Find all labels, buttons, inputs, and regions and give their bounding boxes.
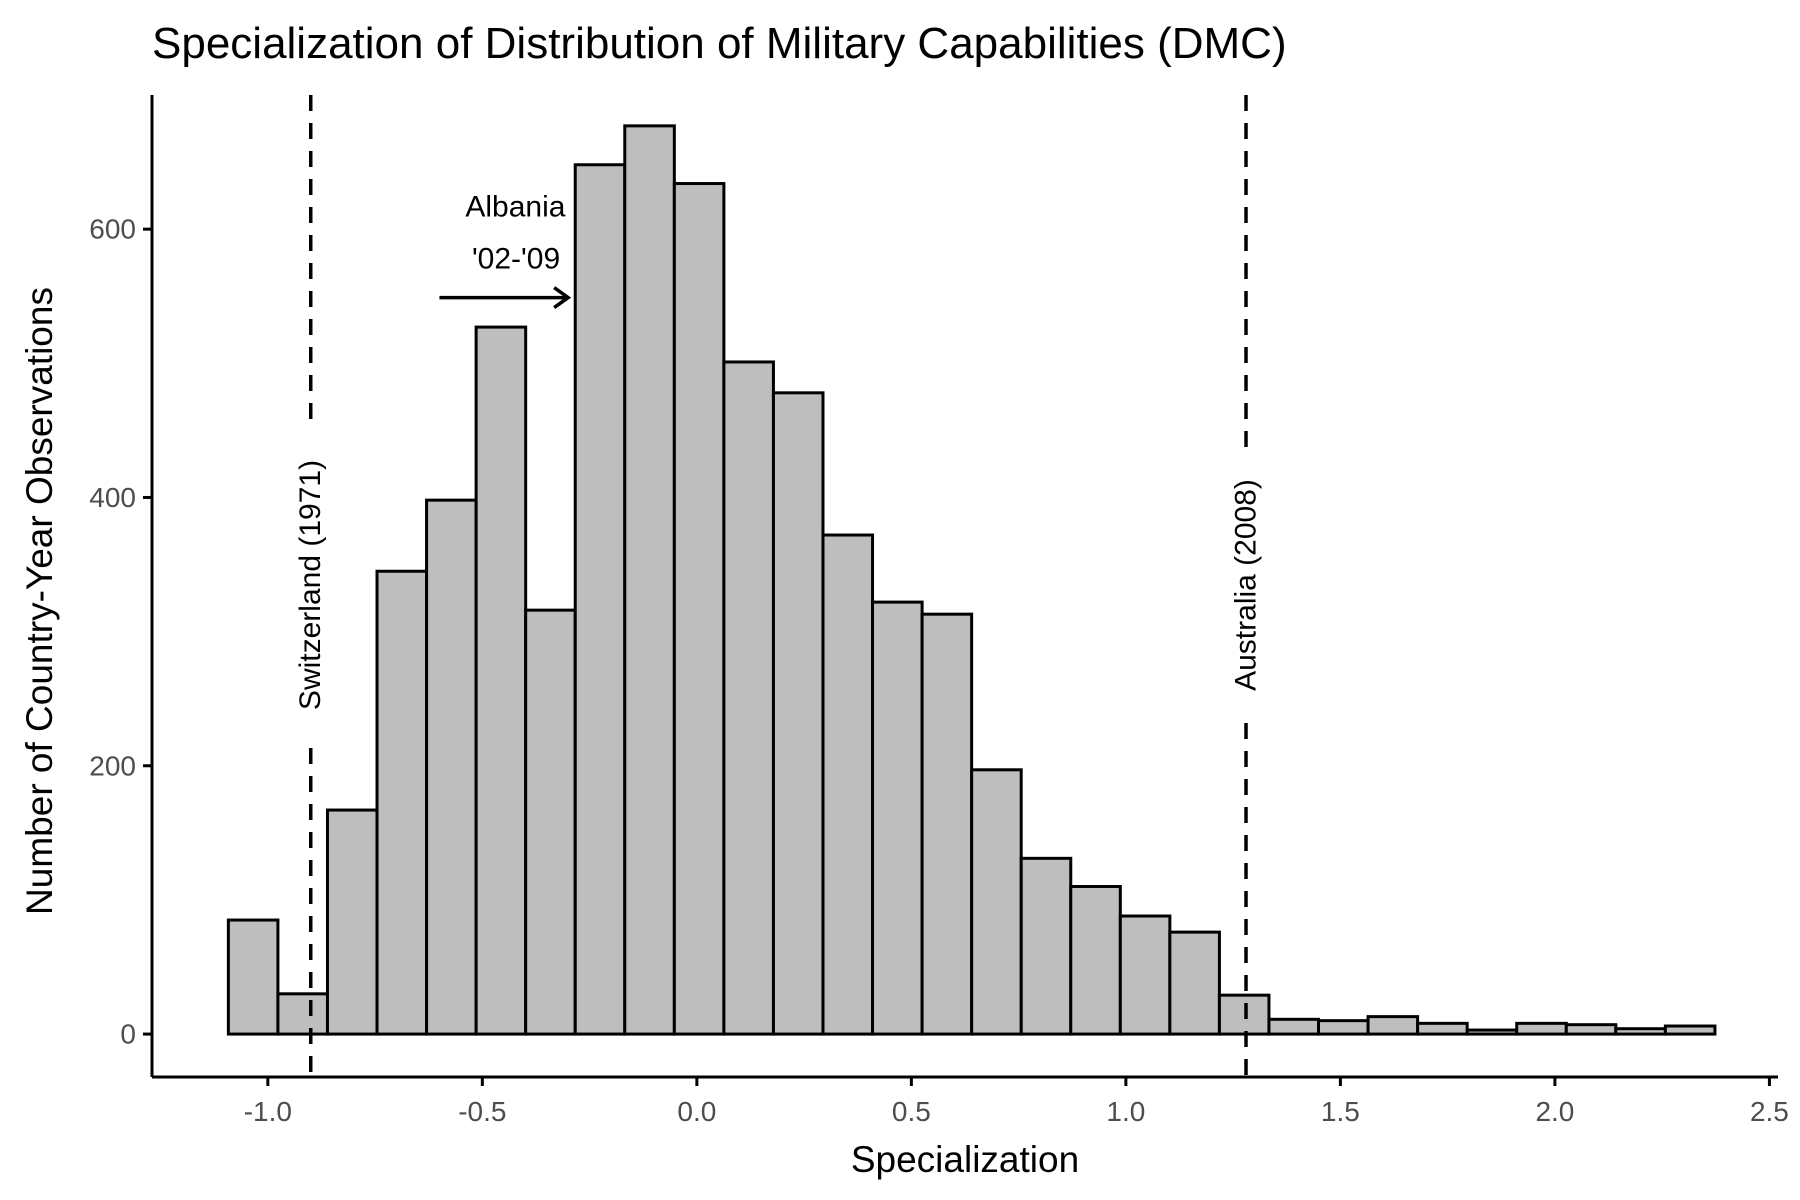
histogram-bar <box>276 992 329 1036</box>
x-tick-label: 0.5 <box>892 1096 931 1127</box>
reference-line-label: Australia (2008) <box>1230 479 1263 691</box>
histogram-bar <box>1416 1021 1469 1036</box>
annotation-label: '02-'09 <box>472 243 560 276</box>
histogram-bar <box>1019 856 1073 1036</box>
chart-title: Specialization of Distribution of Milita… <box>152 19 1287 68</box>
histogram-bar <box>1069 885 1122 1036</box>
axes-layer: -1.0 -0.5 0.0 0.5 1.0 1.5 2.0 2.5 0 200 400 600 <box>89 95 1789 1127</box>
histogram-bar <box>1168 930 1221 1036</box>
y-tick-label: 600 <box>89 214 136 245</box>
reference-lines-layer: Switzerland (1971) Australia (2008) <box>294 95 1263 1077</box>
histogram-bar <box>1118 914 1172 1036</box>
x-tick-label: 1.5 <box>1321 1096 1360 1127</box>
x-tick-label: 2.5 <box>1750 1096 1789 1127</box>
histogram-bar <box>1317 1019 1370 1036</box>
y-tick-label: 200 <box>89 750 136 781</box>
histogram-bar <box>1663 1024 1717 1036</box>
histogram-bar <box>474 325 528 1036</box>
annotation-arrowhead <box>553 286 572 309</box>
bars-layer <box>226 124 1717 1036</box>
histogram-bar <box>970 768 1023 1036</box>
histogram-bar <box>375 569 429 1036</box>
histogram-bar <box>1515 1021 1568 1036</box>
x-tick-label: 1.0 <box>1106 1096 1145 1127</box>
histogram-bar <box>623 124 676 1036</box>
histogram-bar <box>226 918 280 1036</box>
x-tick-label: 0.0 <box>677 1096 716 1127</box>
x-tick-label: 2.0 <box>1535 1096 1574 1127</box>
histogram-bar <box>1366 1015 1420 1036</box>
histogram-bar <box>1217 993 1271 1036</box>
histogram-bar <box>325 808 379 1036</box>
y-tick-label: 0 <box>120 1019 136 1050</box>
y-axis-title: Number of Country-Year Observations <box>19 287 60 915</box>
histogram-bar <box>920 612 974 1036</box>
x-tick-label: -0.5 <box>458 1096 506 1127</box>
x-axis-title: Specialization <box>851 1139 1079 1180</box>
histogram-bar <box>722 360 775 1036</box>
reference-line-label: Switzerland (1971) <box>294 460 327 710</box>
histogram-bar <box>1614 1027 1667 1036</box>
histogram-bar <box>524 608 577 1036</box>
histogram-bar <box>425 498 478 1036</box>
histogram-bar <box>1267 1017 1321 1036</box>
histogram-bar <box>771 391 825 1036</box>
histogram-bar <box>1564 1023 1618 1036</box>
annotation-layer: Albania '02-'09 <box>439 191 572 309</box>
histogram-bar <box>573 163 627 1036</box>
y-tick-label: 400 <box>89 482 136 513</box>
histogram-bar <box>672 182 726 1036</box>
annotation-label: Albania <box>465 191 565 224</box>
histogram-bar <box>821 533 875 1036</box>
histogram-bar <box>871 600 924 1036</box>
x-tick-label: -1.0 <box>244 1096 292 1127</box>
histogram-bar <box>1465 1028 1519 1036</box>
